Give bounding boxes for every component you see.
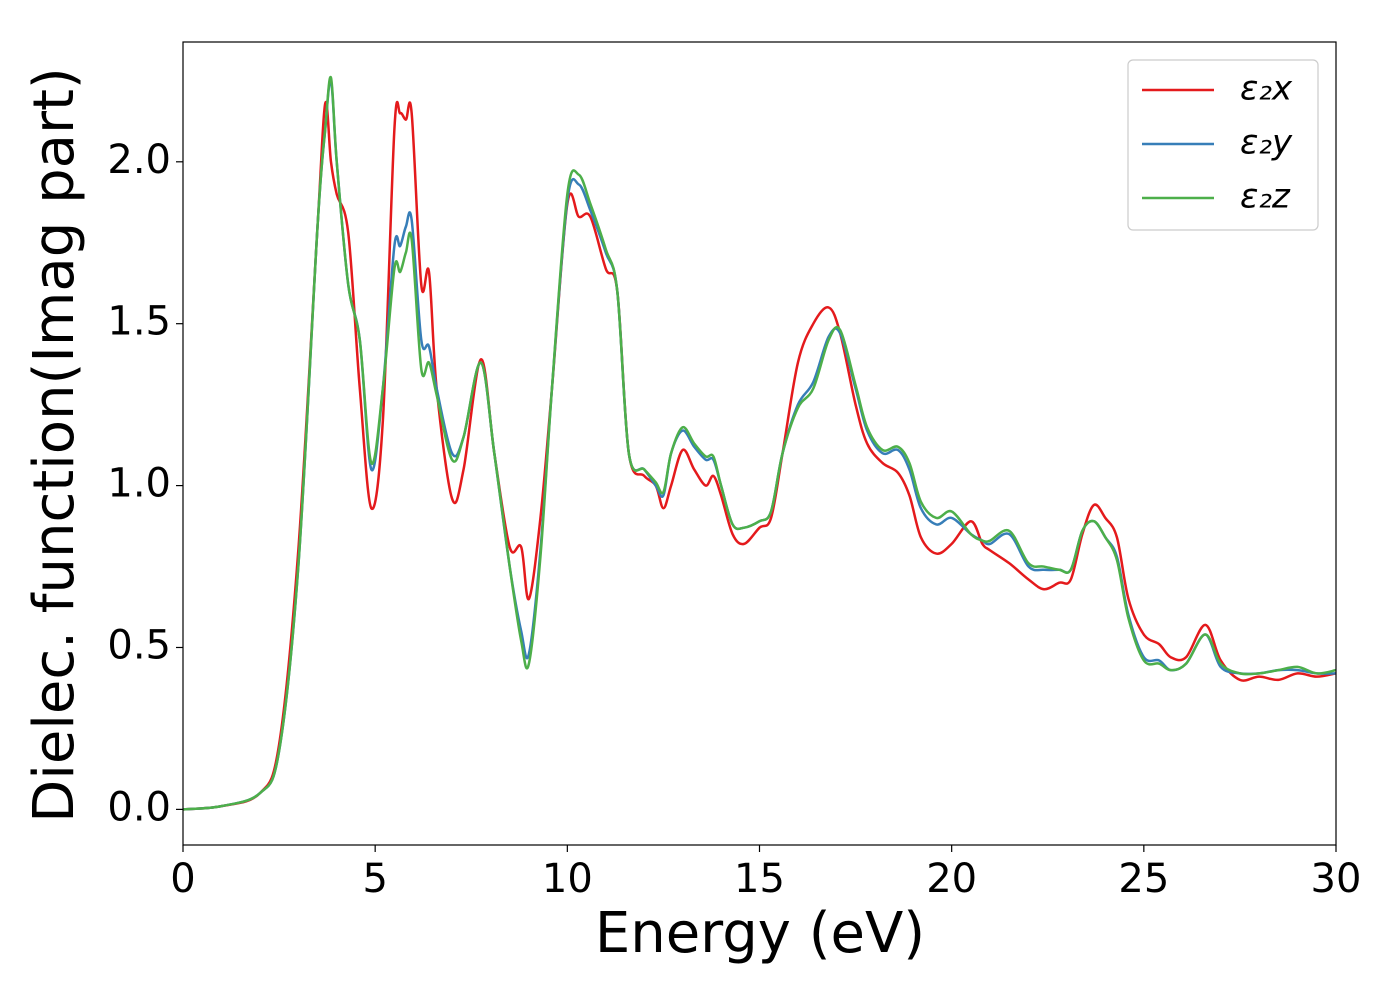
y-tick-label: 1.5 — [107, 299, 171, 345]
plot-frame — [182, 41, 1337, 846]
legend-label: ε₂x — [1240, 69, 1293, 109]
x-tick-label: 0 — [170, 856, 195, 902]
y-tick-label: 1.0 — [107, 461, 171, 507]
legend-label: ε₂y — [1240, 123, 1293, 163]
y-tick-label: 2.0 — [107, 137, 171, 183]
y-tick-label: 0.0 — [107, 784, 171, 830]
x-tick-label: 25 — [1118, 856, 1169, 902]
x-tick-label: 10 — [542, 856, 593, 902]
x-tick-label: 15 — [734, 856, 785, 902]
y-axis-label: Dielec. function(Imag part) — [22, 67, 87, 823]
data-line — [183, 76, 1336, 811]
x-tick-label: 20 — [926, 856, 977, 902]
x-tick-label: 5 — [362, 856, 387, 902]
x-axis-label: Energy (eV) — [595, 901, 925, 966]
legend-box — [1127, 59, 1319, 231]
x-tick-label: 30 — [1311, 856, 1362, 902]
y-tick-label: 0.5 — [107, 622, 171, 668]
legend-label: ε₂z — [1240, 177, 1291, 217]
